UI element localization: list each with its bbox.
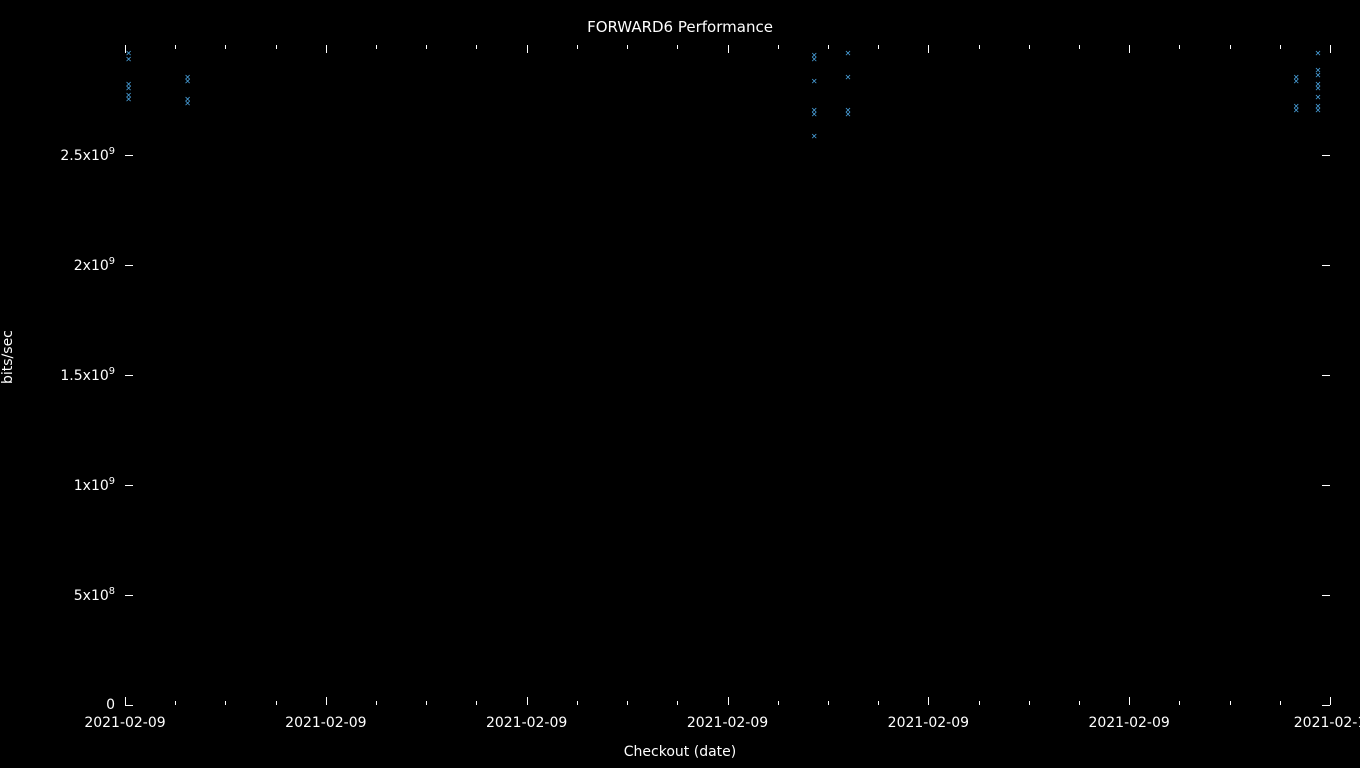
- x-minor-tick: [828, 45, 829, 49]
- data-point: ✕: [184, 99, 191, 109]
- x-minor-tick: [627, 701, 628, 705]
- data-point: ✕: [811, 77, 818, 87]
- x-minor-tick: [1230, 45, 1231, 49]
- x-minor-tick: [778, 701, 779, 705]
- data-point: ✕: [811, 132, 818, 142]
- x-tick-mark: [1330, 697, 1331, 705]
- y-tick-label: 5x108: [74, 586, 115, 604]
- y-tick-mark: [1322, 485, 1330, 486]
- x-minor-tick: [1280, 45, 1281, 49]
- y-tick-label: 0: [106, 697, 115, 713]
- data-point: ✕: [811, 55, 818, 65]
- data-point: ✕: [811, 110, 818, 120]
- x-axis-label: Checkout (date): [0, 744, 1360, 760]
- y-tick-mark: [1322, 265, 1330, 266]
- data-point: ✕: [845, 73, 852, 83]
- x-minor-tick: [1079, 701, 1080, 705]
- y-tick-label: 2.5x109: [60, 146, 115, 164]
- x-minor-tick: [476, 45, 477, 49]
- x-minor-tick: [175, 701, 176, 705]
- x-tick-mark: [527, 45, 528, 53]
- data-point: ✕: [1315, 49, 1322, 59]
- x-tick-mark: [1129, 697, 1130, 705]
- x-minor-tick: [1029, 45, 1030, 49]
- x-minor-tick: [1179, 701, 1180, 705]
- x-minor-tick: [1230, 701, 1231, 705]
- x-tick-label: 2021-02-09: [687, 715, 768, 731]
- x-minor-tick: [677, 701, 678, 705]
- data-point: ✕: [184, 77, 191, 87]
- x-tick-label: 2021-02-1: [1294, 715, 1360, 731]
- x-tick-mark: [527, 697, 528, 705]
- x-tick-label: 2021-02-09: [84, 715, 165, 731]
- y-tick-mark: [125, 705, 133, 706]
- y-tick-mark: [1322, 375, 1330, 376]
- chart-title: FORWARD6 Performance: [0, 18, 1360, 36]
- x-minor-tick: [1179, 45, 1180, 49]
- y-axis-label: bits/sec: [0, 330, 16, 384]
- data-point: ✕: [1293, 77, 1300, 87]
- data-point: ✕: [125, 95, 132, 105]
- x-tick-mark: [728, 45, 729, 53]
- x-tick-mark: [125, 697, 126, 705]
- x-tick-label: 2021-02-09: [1088, 715, 1169, 731]
- x-minor-tick: [1280, 701, 1281, 705]
- x-minor-tick: [225, 701, 226, 705]
- x-tick-mark: [1129, 45, 1130, 53]
- x-tick-label: 2021-02-09: [285, 715, 366, 731]
- x-minor-tick: [979, 701, 980, 705]
- x-minor-tick: [426, 45, 427, 49]
- plot-area: 05x1081x1091.5x1092x1092.5x1092021-02-09…: [125, 45, 1330, 705]
- y-tick-mark: [125, 265, 133, 266]
- x-minor-tick: [778, 45, 779, 49]
- y-tick-label: 1.5x109: [60, 366, 115, 384]
- y-tick-mark: [125, 375, 133, 376]
- chart-container: FORWARD6 Performance bits/sec Checkout (…: [0, 0, 1360, 768]
- x-minor-tick: [1029, 701, 1030, 705]
- x-tick-mark: [326, 697, 327, 705]
- x-minor-tick: [276, 701, 277, 705]
- x-minor-tick: [979, 45, 980, 49]
- y-tick-label: 1x109: [74, 476, 115, 494]
- x-minor-tick: [225, 45, 226, 49]
- x-tick-label: 2021-02-09: [486, 715, 567, 731]
- x-tick-label: 2021-02-09: [888, 715, 969, 731]
- x-minor-tick: [828, 701, 829, 705]
- x-tick-mark: [1330, 45, 1331, 53]
- x-minor-tick: [476, 701, 477, 705]
- x-minor-tick: [627, 45, 628, 49]
- x-minor-tick: [426, 701, 427, 705]
- x-minor-tick: [175, 45, 176, 49]
- x-minor-tick: [1079, 45, 1080, 49]
- x-minor-tick: [276, 45, 277, 49]
- y-tick-mark: [1322, 155, 1330, 156]
- y-tick-mark: [125, 155, 133, 156]
- x-tick-mark: [728, 697, 729, 705]
- x-minor-tick: [376, 701, 377, 705]
- x-minor-tick: [376, 45, 377, 49]
- x-minor-tick: [878, 701, 879, 705]
- y-tick-mark: [125, 485, 133, 486]
- x-minor-tick: [577, 701, 578, 705]
- y-tick-mark: [1322, 705, 1330, 706]
- data-point: ✕: [125, 55, 132, 65]
- x-tick-mark: [928, 45, 929, 53]
- y-tick-mark: [125, 595, 133, 596]
- data-point: ✕: [1315, 106, 1322, 116]
- x-tick-mark: [326, 45, 327, 53]
- data-point: ✕: [1293, 106, 1300, 116]
- y-tick-label: 2x109: [74, 256, 115, 274]
- data-point: ✕: [845, 110, 852, 120]
- x-minor-tick: [878, 45, 879, 49]
- x-tick-mark: [928, 697, 929, 705]
- y-tick-mark: [1322, 595, 1330, 596]
- x-minor-tick: [577, 45, 578, 49]
- x-minor-tick: [677, 45, 678, 49]
- data-point: ✕: [845, 49, 852, 59]
